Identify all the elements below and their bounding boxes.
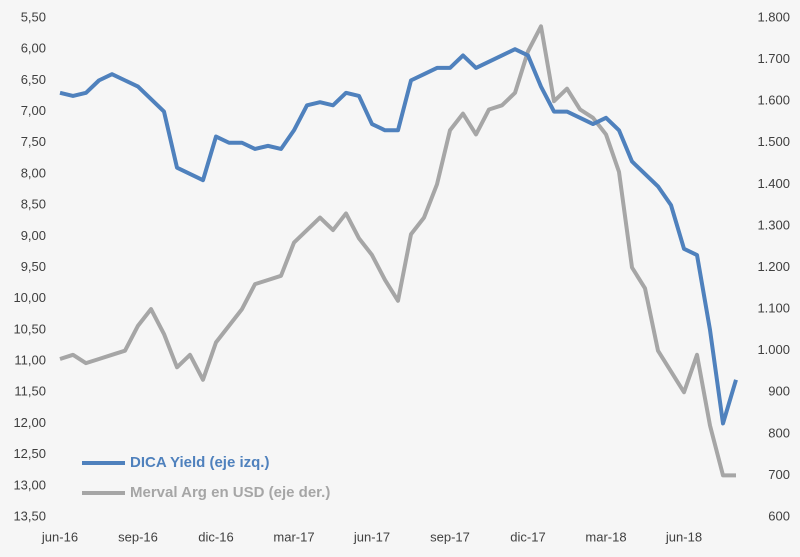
y-tick-label: 8,50 [21,197,46,212]
x-tick-label: mar-17 [273,529,314,544]
y-tick-label: 10,50 [13,321,46,336]
x-tick-label: jun-18 [665,529,702,544]
y2-tick-label: 1.000 [757,342,790,357]
y-tick-label: 13,50 [13,508,46,523]
y2-tick-label: 1.600 [757,93,790,108]
y2-tick-label: 1.700 [757,51,790,66]
y2-tick-label: 1.300 [757,217,790,232]
legend-label: Merval Arg en USD (eje der.) [130,484,330,501]
y-tick-label: 6,50 [21,72,46,87]
y-tick-label: 12,00 [13,415,46,430]
y2-tick-label: 1.800 [757,9,790,24]
y2-tick-label: 800 [768,425,790,440]
legend-label: DICA Yield (eje izq.) [130,454,269,471]
x-tick-label: jun-16 [41,529,78,544]
series-line [59,47,738,426]
y-tick-label: 10,00 [13,290,46,305]
y-tick-label: 6,00 [21,41,46,56]
y2-tick-label: 900 [768,384,790,399]
y2-tick-label: 1.200 [757,259,790,274]
y-tick-label: 9,50 [21,259,46,274]
x-tick-label: sep-16 [118,529,158,544]
y-tick-label: 13,00 [13,477,46,492]
x-tick-label: mar-18 [585,529,626,544]
y-tick-label: 7,50 [21,134,46,149]
y-tick-label: 12,50 [13,446,46,461]
y2-tick-label: 600 [768,508,790,523]
y2-tick-label: 1.100 [757,301,790,316]
y-tick-label: 8,00 [21,165,46,180]
x-tick-label: jun-17 [353,529,390,544]
y-tick-label: 5,50 [21,9,46,24]
y2-tick-label: 1.400 [757,176,790,191]
y-tick-label: 11,50 [14,384,46,399]
y-tick-label: 11,00 [14,353,46,368]
x-tick-label: sep-17 [430,529,470,544]
y-tick-label: 7,00 [21,103,46,118]
y-tick-label: 9,00 [21,228,46,243]
x-tick-label: dic-17 [510,529,545,544]
y2-tick-label: 1.500 [757,134,790,149]
series-line [59,24,736,478]
x-tick-label: dic-16 [198,529,233,544]
y2-tick-label: 700 [768,467,790,482]
